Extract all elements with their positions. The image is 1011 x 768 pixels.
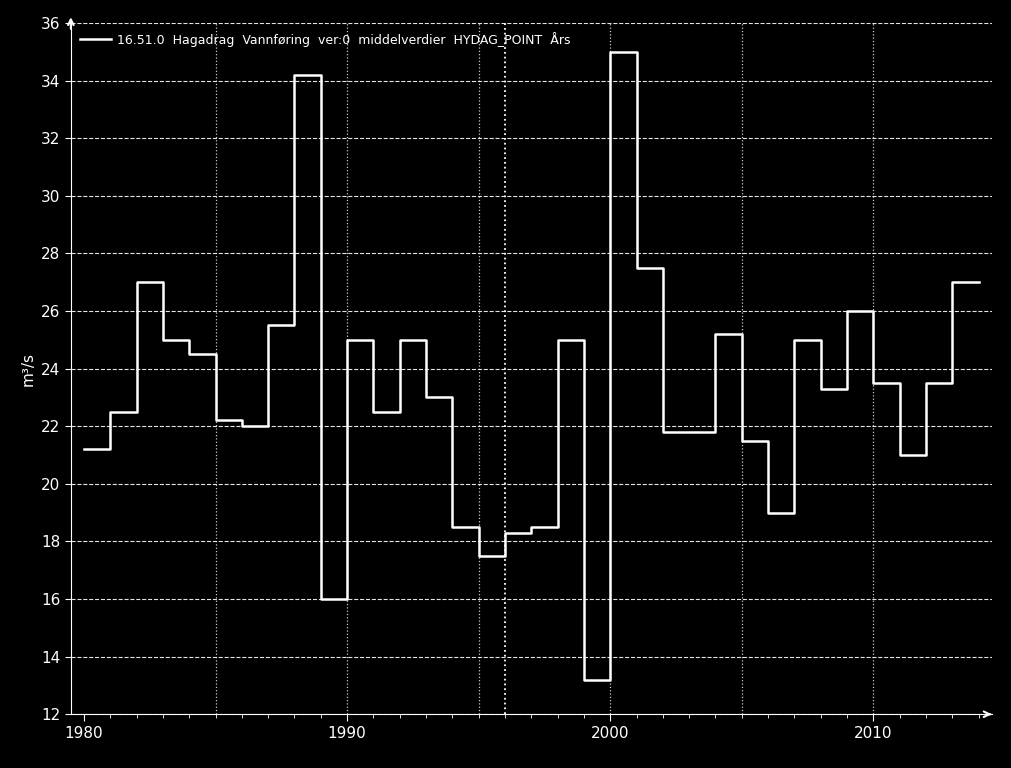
- Y-axis label: m³/s: m³/s: [20, 352, 35, 386]
- Legend: 16.51.0  Hagadrag  Vannføring  ver:0  middelverdier  HYDAG_POINT  Års: 16.51.0 Hagadrag Vannføring ver:0 middel…: [77, 29, 572, 49]
